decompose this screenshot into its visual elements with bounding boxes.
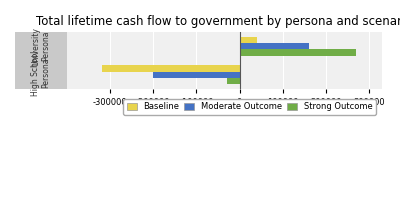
Legend: Baseline, Moderate Outcome, Strong Outcome: Baseline, Moderate Outcome, Strong Outco… bbox=[123, 99, 376, 115]
Bar bbox=[153, 72, 240, 78]
Bar bbox=[240, 49, 356, 56]
Text: High School
Persona: High School Persona bbox=[31, 50, 51, 96]
Text: University
Persona: University Persona bbox=[31, 27, 51, 66]
Bar bbox=[240, 43, 308, 49]
Bar bbox=[240, 37, 257, 43]
Bar bbox=[102, 65, 240, 72]
Title: Total lifetime cash flow to government by persona and scenario: Total lifetime cash flow to government b… bbox=[36, 15, 400, 28]
Bar bbox=[227, 78, 240, 84]
